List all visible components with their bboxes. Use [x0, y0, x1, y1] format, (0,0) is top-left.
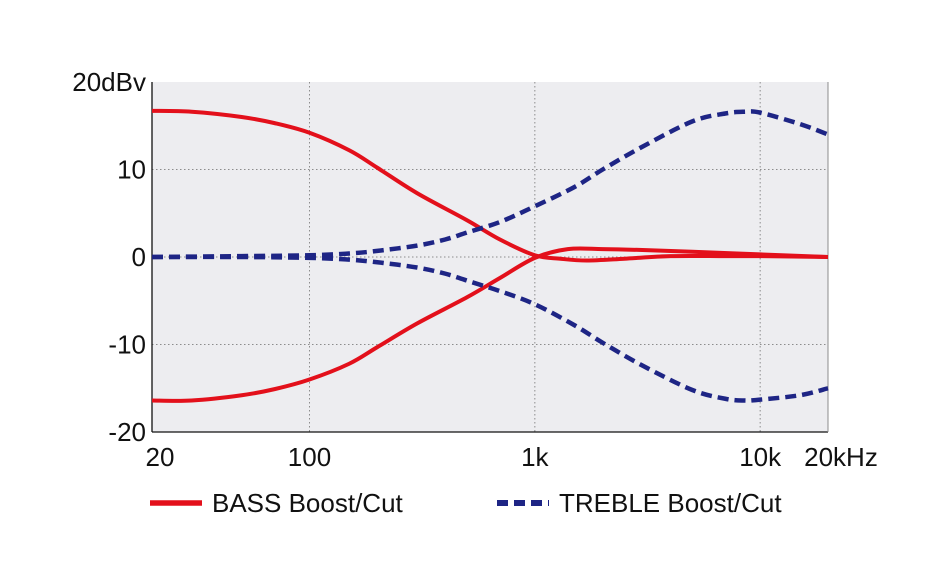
series-line-treble-boost	[151, 109, 829, 260]
x-tick-label: 1k	[521, 442, 549, 472]
series-line-bass-cut	[151, 246, 829, 403]
y-tick-label: 0	[132, 242, 146, 272]
x-tick-label: 10k	[739, 442, 782, 472]
series-line-treble-cut	[151, 254, 829, 403]
y-tick-label: -20	[108, 417, 146, 447]
series-group	[151, 108, 829, 403]
x-tick-label: 20	[146, 442, 175, 472]
legend-label-bass: BASS Boost/Cut	[212, 488, 404, 518]
x-tick-label: 20kHz	[804, 442, 878, 472]
legend: BASS Boost/Cut TREBLE Boost/Cut	[150, 488, 782, 518]
legend-label-treble: TREBLE Boost/Cut	[559, 488, 782, 518]
series-line-bass-boost	[151, 108, 829, 263]
y-tick-label: -10	[108, 330, 146, 360]
x-tick-label: 100	[288, 442, 331, 472]
y-tick-label: 10	[117, 155, 146, 185]
y-tick-label: 20dBv	[72, 67, 146, 97]
